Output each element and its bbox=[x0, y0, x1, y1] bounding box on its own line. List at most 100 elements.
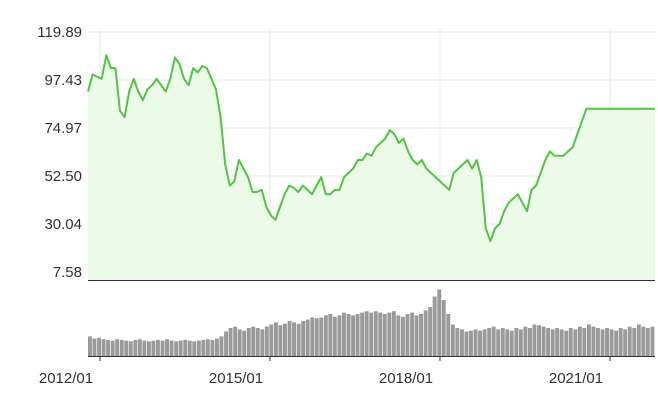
volume-bar bbox=[92, 338, 97, 356]
volume-bar bbox=[600, 329, 605, 356]
volume-bar bbox=[414, 315, 419, 356]
volume-bar bbox=[332, 316, 337, 356]
volume-bar bbox=[636, 324, 641, 356]
volume-bar bbox=[473, 329, 478, 356]
volume-bar bbox=[242, 330, 247, 356]
volume-bar bbox=[301, 321, 306, 356]
volume-bar bbox=[255, 328, 260, 356]
x-tick-label: 2012/01 bbox=[39, 370, 93, 387]
volume-bar bbox=[328, 314, 333, 356]
volume-bar bbox=[428, 307, 433, 356]
volume-bar bbox=[169, 340, 174, 356]
volume-bar bbox=[360, 312, 365, 356]
volume-bar bbox=[491, 326, 496, 356]
volume-bar bbox=[260, 329, 265, 356]
volume-bar bbox=[509, 330, 514, 356]
volume-bar bbox=[310, 317, 315, 356]
volume-bar bbox=[478, 330, 482, 356]
volume-bar bbox=[518, 329, 523, 356]
volume-bar bbox=[419, 314, 423, 356]
volume-bar bbox=[623, 329, 628, 356]
volume-bar bbox=[528, 328, 532, 356]
volume-bar bbox=[296, 323, 301, 356]
volume-bar bbox=[487, 328, 492, 356]
volume-bar bbox=[251, 326, 256, 356]
volume-bar bbox=[550, 329, 555, 356]
volume-bar bbox=[278, 325, 283, 356]
volume-bar bbox=[577, 326, 582, 356]
volume-bar bbox=[151, 340, 156, 356]
volume-bar bbox=[274, 322, 278, 356]
volume-bar bbox=[215, 338, 219, 356]
volume-bar bbox=[369, 312, 374, 356]
volume-bar bbox=[446, 314, 451, 356]
volume-bar bbox=[537, 325, 541, 356]
volume-bar bbox=[523, 326, 528, 356]
volume-bar bbox=[450, 324, 455, 356]
volume-bar bbox=[305, 319, 310, 356]
volume-bar bbox=[500, 328, 505, 356]
volume-bar bbox=[128, 341, 133, 356]
volume-bar bbox=[342, 312, 346, 356]
volume-bar bbox=[645, 328, 650, 356]
volume-bar bbox=[564, 330, 569, 356]
price-area-layer bbox=[88, 55, 655, 280]
volume-bar bbox=[133, 339, 138, 356]
volume-bar bbox=[605, 328, 609, 356]
volume-bar bbox=[314, 318, 319, 356]
price-line bbox=[87, 54, 655, 243]
volume-bar bbox=[337, 315, 342, 356]
volume-bar bbox=[205, 339, 210, 356]
volume-bar bbox=[187, 340, 192, 356]
volume-bar bbox=[115, 339, 120, 356]
volume-bar bbox=[482, 329, 487, 356]
volume-bar bbox=[351, 315, 355, 356]
volume-bar bbox=[319, 317, 324, 356]
volume-bar bbox=[591, 326, 596, 356]
x-axis: 2012/01 2015/01 2018/01 2021/01 bbox=[39, 356, 611, 387]
volume-bar bbox=[618, 328, 623, 356]
volume-bar bbox=[469, 330, 473, 356]
volume-bar bbox=[101, 339, 106, 356]
y-tick-label: 119.89 bbox=[37, 24, 82, 41]
volume-bar bbox=[650, 326, 655, 356]
volume-bar bbox=[106, 339, 110, 356]
volume-bar bbox=[201, 339, 206, 356]
volume-bar bbox=[546, 328, 550, 356]
x-tick-label: 2015/01 bbox=[209, 370, 263, 387]
y-axis: 119.89 97.43 74.97 52.50 30.04 7.58 bbox=[37, 24, 655, 281]
volume-bar bbox=[582, 328, 587, 356]
volume-bar bbox=[460, 329, 464, 356]
volume-bar bbox=[224, 331, 228, 356]
volume-bar bbox=[110, 340, 115, 356]
volume-bar bbox=[382, 314, 387, 356]
volume-bar bbox=[505, 329, 510, 356]
volume-bar bbox=[496, 329, 501, 356]
volume-bar bbox=[292, 322, 296, 356]
y-tick-label: 74.97 bbox=[44, 120, 82, 137]
volume-bar bbox=[124, 340, 129, 356]
y-tick-label: 30.04 bbox=[44, 216, 82, 233]
volume-bar bbox=[346, 314, 351, 356]
volume-bar bbox=[455, 328, 460, 356]
y-tick-label: 52.50 bbox=[44, 168, 82, 185]
price-line-layer bbox=[87, 54, 655, 243]
volume-bar bbox=[568, 328, 573, 356]
volume-bar bbox=[432, 296, 437, 356]
volume-layer bbox=[88, 289, 655, 357]
volume-bar bbox=[323, 315, 328, 356]
volume-bar bbox=[614, 330, 619, 356]
volume-bar bbox=[88, 336, 92, 356]
volume-bar bbox=[160, 340, 165, 356]
volume-bar bbox=[587, 324, 591, 356]
volume-bar bbox=[596, 328, 600, 356]
volume-bar bbox=[423, 310, 428, 356]
volume-bar bbox=[264, 326, 269, 356]
y-tick-label: 7.58 bbox=[53, 264, 82, 281]
volume-bar bbox=[401, 316, 405, 356]
volume-bar bbox=[437, 289, 442, 356]
volume-bar bbox=[142, 340, 147, 356]
volume-bar bbox=[573, 329, 578, 356]
volume-bar bbox=[192, 341, 197, 356]
